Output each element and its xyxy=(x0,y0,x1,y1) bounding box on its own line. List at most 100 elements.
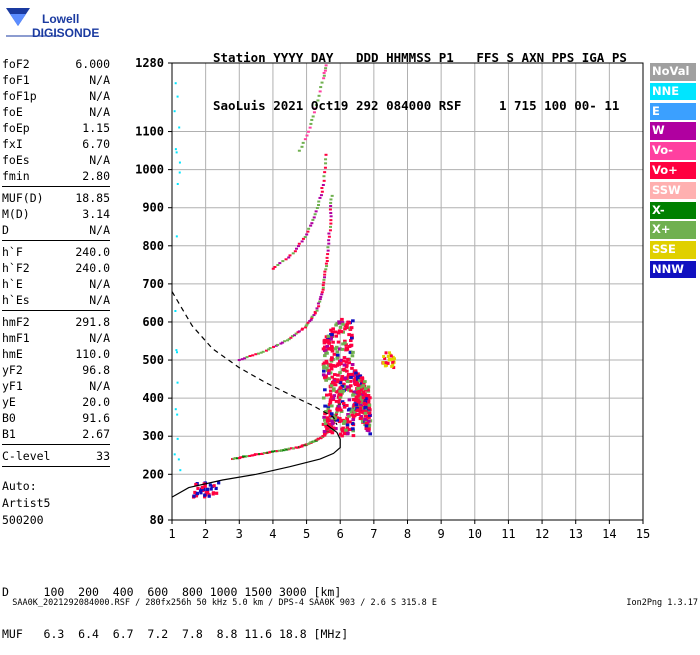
param-name: foEp xyxy=(2,121,30,135)
param-value: 6.70 xyxy=(82,137,110,151)
echo-point xyxy=(359,388,363,392)
param-value: N/A xyxy=(89,379,110,393)
y-tick-label: 900 xyxy=(142,201,164,215)
y-tick-label: 500 xyxy=(142,353,164,367)
echo-point xyxy=(319,194,323,197)
echo-point xyxy=(333,416,338,420)
echo-point xyxy=(333,347,338,351)
echo-point xyxy=(325,427,329,431)
echo-point xyxy=(347,344,352,348)
echo-point xyxy=(301,444,305,447)
param-group-2: MUF(D) 18.85 M(D) 3.14 D N/A xyxy=(2,190,110,238)
echo-point xyxy=(175,235,178,238)
echo-point xyxy=(287,447,291,450)
echo-point xyxy=(325,265,329,268)
echo-point xyxy=(203,484,207,488)
echo-point xyxy=(324,361,329,365)
echo-point xyxy=(318,90,322,93)
echo-point xyxy=(336,395,341,399)
echo-point xyxy=(342,405,347,409)
echo-point xyxy=(326,334,331,338)
echo-point xyxy=(175,349,178,352)
legend-item-nne: NNE xyxy=(650,82,696,101)
echo-point xyxy=(239,456,243,459)
echo-point xyxy=(338,379,343,383)
echo-point xyxy=(346,357,350,361)
echo-point xyxy=(334,399,339,403)
param-value: 110.0 xyxy=(75,347,110,361)
echo-point xyxy=(341,421,346,425)
echo-point xyxy=(196,486,200,490)
echo-point xyxy=(336,340,341,344)
echo-point xyxy=(327,239,331,242)
echo-point xyxy=(288,254,292,257)
echo-point xyxy=(329,384,334,388)
legend-item-nnw: NNW xyxy=(650,260,696,279)
echo-point xyxy=(322,175,326,178)
echo-point xyxy=(345,346,349,350)
echo-point xyxy=(194,482,198,487)
echo-point xyxy=(330,330,335,334)
param-row-fof2: foF2 6.000 xyxy=(2,56,110,72)
model-profile-dashed xyxy=(171,291,338,426)
echo-point xyxy=(326,405,331,409)
echo-point xyxy=(268,347,272,350)
echo-point xyxy=(384,361,388,365)
echo-point xyxy=(350,372,354,376)
echo-point xyxy=(251,354,255,357)
echo-point xyxy=(347,407,352,411)
echo-point xyxy=(335,412,339,415)
echo-point xyxy=(335,350,340,354)
echo-point xyxy=(362,401,367,405)
echo-point xyxy=(325,256,329,259)
echo-point xyxy=(253,453,257,456)
echo-point xyxy=(281,341,285,344)
echo-point xyxy=(303,236,307,239)
param-row-hme: hmE 110.0 xyxy=(2,346,110,362)
echo-point xyxy=(360,419,365,423)
echo-point xyxy=(297,242,301,245)
echo-point xyxy=(304,326,308,329)
echo-point xyxy=(320,190,324,193)
echo-point xyxy=(331,327,335,331)
echo-point xyxy=(367,423,372,427)
echo-point xyxy=(347,321,351,325)
echo-point xyxy=(297,149,301,152)
echo-point xyxy=(329,395,334,399)
echo-point xyxy=(353,383,358,387)
echo-point xyxy=(366,429,371,433)
echo-point xyxy=(356,394,360,398)
echo-point xyxy=(178,161,181,164)
header-row1: Station YYYY DAY DDD HHMMSS P1 FFS S AXN… xyxy=(213,50,627,65)
echo-point xyxy=(329,337,333,341)
echo-point xyxy=(364,394,368,398)
echo-point xyxy=(174,148,177,151)
param-row-b0: B0 91.6 xyxy=(2,410,110,426)
echo-point xyxy=(322,77,326,80)
echo-point xyxy=(331,398,336,402)
param-value: N/A xyxy=(89,331,110,345)
echo-point xyxy=(362,406,366,410)
echo-point xyxy=(322,179,326,182)
echo-point xyxy=(335,390,340,394)
echo-point xyxy=(323,376,327,380)
echo-point xyxy=(323,276,327,279)
x-tick-label: 12 xyxy=(535,527,549,541)
echo-point xyxy=(307,227,311,230)
y-tick-label: 400 xyxy=(142,391,164,405)
echo-point xyxy=(356,377,360,381)
param-row-yf2: yF2 96.8 xyxy=(2,362,110,378)
echo-point xyxy=(279,342,283,345)
echo-point xyxy=(315,307,319,310)
echo-point xyxy=(317,200,321,203)
echo-point xyxy=(388,357,392,361)
param-row-fxi: fxI 6.70 xyxy=(2,136,110,152)
echo-point xyxy=(345,380,350,384)
echo-point xyxy=(243,357,247,360)
echo-point xyxy=(315,206,319,209)
echo-point xyxy=(320,187,324,190)
echo-point xyxy=(339,408,343,412)
echo-point xyxy=(343,339,347,343)
param-row-hes: h`Es N/A xyxy=(2,292,110,308)
y-tick-label: 200 xyxy=(142,467,164,481)
